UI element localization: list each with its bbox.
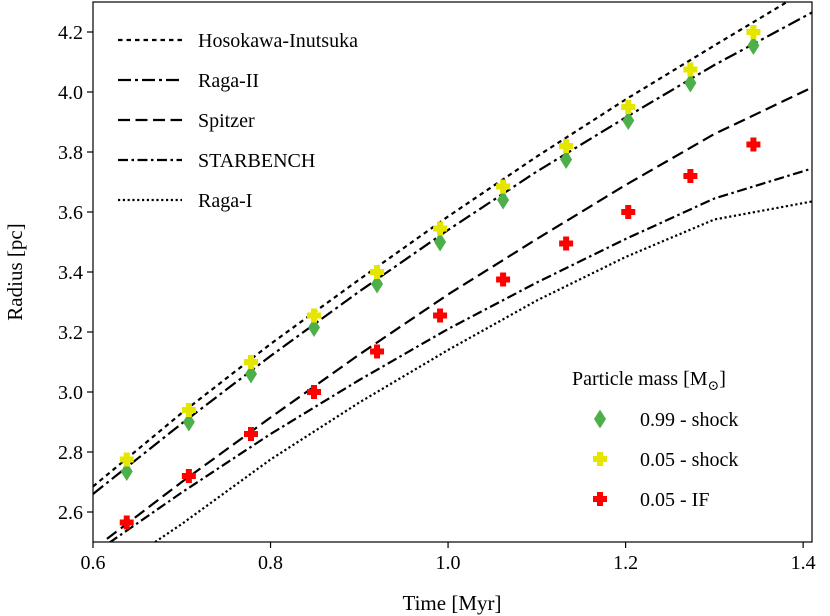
legend-label-raga-i: Raga-I [198, 190, 252, 212]
legend-label-hosokawa-inutsuka: Hosokawa-Inutsuka [198, 30, 358, 52]
marker-0-05-shock [307, 308, 322, 323]
y-tick-label: 3.4 [58, 262, 83, 284]
legend-label-raga-ii: Raga-II [198, 70, 259, 92]
marker-0-05-if [683, 169, 698, 183]
y-tick-label: 3.0 [58, 382, 83, 404]
legend-label-spitzer: Spitzer [198, 110, 255, 132]
series-line-raga-i [154, 200, 812, 542]
marker-0-99-shock [684, 73, 697, 93]
x-tick-label: 0.8 [258, 552, 283, 574]
marker-0-05-if [244, 427, 259, 441]
marker-0-05-if [496, 272, 511, 287]
marker-legend-title-close: ] [719, 368, 726, 390]
marker-legend-title: Particle mass [M⊙] [572, 368, 726, 394]
legend-marker-0-05-if [593, 492, 607, 506]
legend-label-starbench: STARBENCH [198, 150, 315, 172]
marker-0-05-if [559, 236, 574, 251]
y-tick-label: 2.8 [58, 442, 83, 464]
x-tick-label: 1.4 [791, 552, 816, 574]
marker-0-99-shock [434, 232, 447, 252]
legend-label-0-05-shock: 0.05 - shock [640, 449, 738, 471]
legend-label-0-99-shock: 0.99 - shock [640, 409, 738, 431]
marker-0-99-shock [497, 190, 510, 210]
marker-0-99-shock [245, 364, 258, 384]
series-line-spitzer [101, 86, 812, 542]
x-tick-label: 1.0 [436, 552, 461, 574]
marker-0-05-shock [683, 62, 698, 77]
marker-0-05-shock [621, 100, 636, 114]
marker-0-05-shock [181, 403, 196, 417]
marker-0-05-shock [433, 221, 448, 236]
marker-0-05-if [746, 137, 761, 152]
marker-0-05-shock [370, 265, 385, 279]
marker-0-99-shock [560, 150, 573, 169]
marker-0-05-if [621, 205, 636, 219]
x-tick-label: 1.2 [613, 552, 638, 574]
y-axis-label: Radius [pc] [3, 223, 27, 320]
series-line-starbench [108, 167, 812, 542]
marker-0-05-if [181, 469, 196, 483]
marker-0-99-shock [747, 36, 760, 55]
marker-0-99-shock [622, 111, 635, 130]
marker-0-99-shock [308, 318, 321, 337]
solar-mass-symbol: ⊙ [708, 379, 720, 394]
series-line-hosokawa-inutsuka [93, 2, 790, 488]
marker-0-05-if [307, 385, 322, 399]
marker-0-05-shock [244, 355, 259, 369]
legend-marker-0-05-shock [593, 452, 607, 466]
legend-marker-0-99-shock [594, 409, 606, 429]
marker-0-99-shock [182, 412, 195, 432]
marker-legend-title-text: Particle mass [M [572, 368, 708, 390]
y-tick-label: 2.6 [58, 502, 83, 524]
legend-label-0-05-if: 0.05 - IF [640, 489, 709, 511]
marker-0-05-shock [496, 179, 511, 194]
y-tick-label: 3.2 [58, 322, 83, 344]
plot-area [93, 2, 812, 542]
y-tick-label: 4.2 [58, 22, 83, 44]
line-legend: Hosokawa-Inutsuka Raga-II Spitzer STARBENCH… [118, 30, 358, 212]
marker-0-05-if [119, 515, 134, 530]
y-tick-label: 3.8 [58, 142, 83, 164]
marker-0-05-shock [559, 139, 574, 153]
marker-0-05-shock [119, 452, 134, 467]
marker-0-99-shock [120, 462, 133, 481]
axis-ticks: 0.6 0.8 1.0 1.2 1.4 2.6 2.8 3.0 3.2 3.4 3.6 3.8 4.0 4… [58, 22, 816, 574]
marker-0-05-shock [746, 25, 761, 39]
marker-legend: Particle mass [M⊙] 0.99 - shock 0.05 - sh… [572, 368, 738, 511]
x-axis-label: Time [Myr] [403, 591, 502, 615]
series-group [93, 2, 812, 542]
x-tick-label: 0.6 [81, 552, 106, 574]
y-tick-label: 4.0 [58, 82, 83, 104]
y-tick-label: 3.6 [58, 202, 83, 224]
marker-0-05-if [370, 344, 385, 359]
marker-0-05-if [433, 308, 448, 323]
marker-0-99-shock [371, 274, 384, 294]
